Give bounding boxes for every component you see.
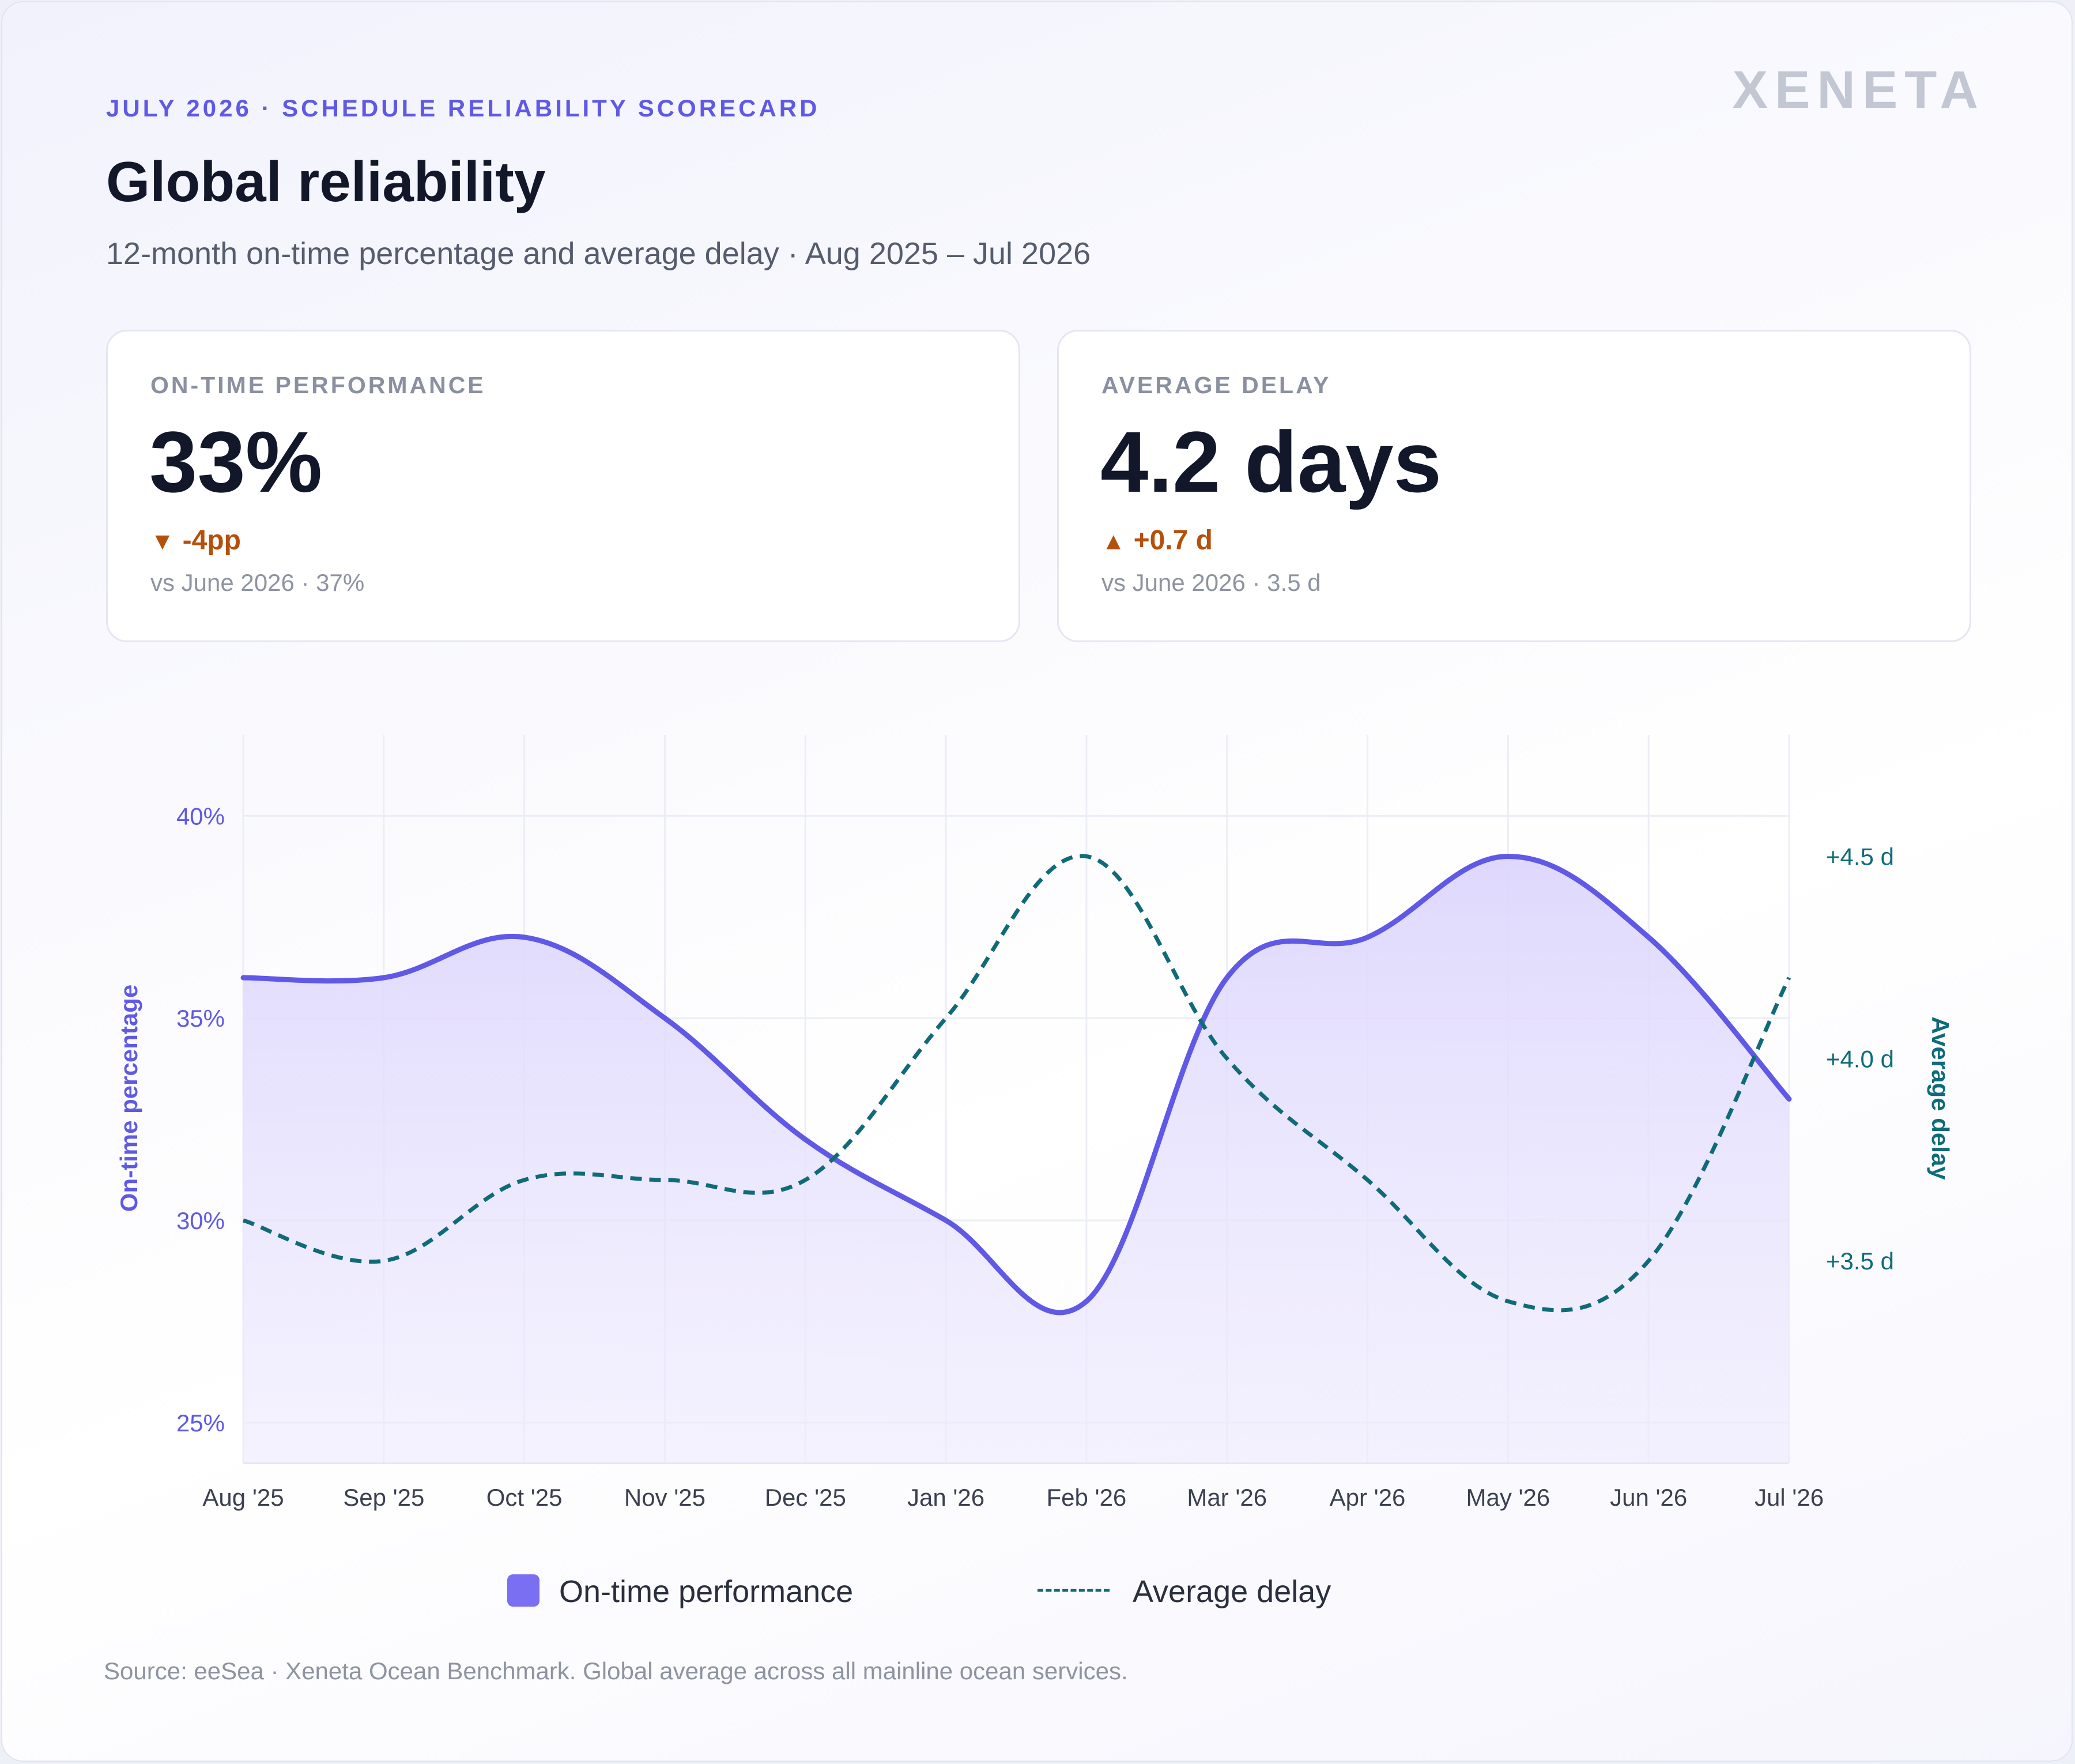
legend-average-delay: Average delay (1038, 1574, 1331, 1610)
kpi-compare: vs June 2026 · 37% (150, 569, 365, 596)
x-tick-label: Dec '25 (765, 1484, 846, 1511)
y-tick-label: 25% (176, 1409, 225, 1437)
x-tick-label: Sep '25 (343, 1484, 424, 1511)
kpi-card-delay: AVERAGE DELAY 4.2 days ▲ +0.7 d vs June 2… (1057, 330, 1971, 642)
page-title: Global reliability (106, 150, 546, 213)
page-subtitle: 12-month on-time percentage and average … (106, 236, 1091, 271)
kpi-value: 4.2 days (1100, 413, 1442, 510)
legend-swatch-icon (507, 1574, 540, 1607)
kpi-card-on-time: ON-TIME PERFORMANCE 33% ▼ -4pp vs June 20… (106, 330, 1020, 642)
x-tick-label: Jan '26 (907, 1484, 984, 1511)
kpi-delta-text: -4pp (182, 525, 241, 556)
x-tick-label: Aug '25 (202, 1484, 284, 1511)
source-note: Source: eeSea · Xeneta Ocean Benchmark. … (104, 1657, 1128, 1684)
x-tick-label: Nov '25 (624, 1484, 705, 1511)
y2-tick-label: +4.5 d (1826, 843, 1894, 870)
x-tick-label: Oct '25 (486, 1484, 563, 1511)
on-time-area (243, 856, 1789, 1463)
eyebrow-label: JULY 2026 · SCHEDULE RELIABILITY SCORECA… (106, 95, 820, 122)
y2-tick-label: +3.5 d (1826, 1247, 1894, 1275)
kpi-delta-text: +0.7 d (1133, 525, 1213, 556)
x-tick-label: Apr '26 (1330, 1484, 1406, 1511)
area-layer (243, 856, 1789, 1463)
kpi-delta: ▲ +0.7 d (1101, 525, 1213, 556)
average-delay-line (243, 854, 1791, 1313)
x-tick-label: Feb '26 (1047, 1484, 1127, 1511)
y2-axis-label: Average delay (1927, 1016, 1954, 1180)
y-axis-label: On-time percentage (115, 985, 142, 1212)
y-tick-label: 35% (176, 1005, 225, 1032)
x-tick-label: May '26 (1466, 1484, 1550, 1511)
on-time-line (240, 854, 1792, 1316)
kpi-delta: ▼ -4pp (150, 525, 241, 556)
x-tick-label: Jun '26 (1610, 1484, 1687, 1511)
triangle-up-icon: ▲ (1101, 527, 1126, 555)
kpi-compare: vs June 2026 · 3.5 d (1101, 569, 1321, 596)
x-tick-label: Mar '26 (1187, 1484, 1267, 1511)
y2-tick-label: +4.0 d (1826, 1045, 1894, 1072)
kpi-label: ON-TIME PERFORMANCE (150, 372, 486, 398)
kpi-value: 33% (149, 413, 323, 510)
line-layer (240, 854, 1792, 1316)
y-tick-label: 30% (176, 1207, 225, 1234)
triangle-down-icon: ▼ (150, 527, 175, 555)
legend-on-time-label: On-time performance (559, 1574, 854, 1609)
kpi-label: AVERAGE DELAY (1101, 372, 1331, 398)
legend-delay-label: Average delay (1133, 1574, 1331, 1609)
legend-dash-icon (1038, 1589, 1110, 1592)
y-tick-label: 40% (176, 802, 225, 830)
x-tick-label: Jul '26 (1755, 1484, 1824, 1511)
tick-layer: Aug '25 Sep '25 Oct '25 Nov '25 Dec '25 Jan '… (176, 802, 1894, 1511)
xeneta-logo: XENETA (1732, 61, 1985, 119)
legend-on-time: On-time performance (507, 1574, 853, 1610)
